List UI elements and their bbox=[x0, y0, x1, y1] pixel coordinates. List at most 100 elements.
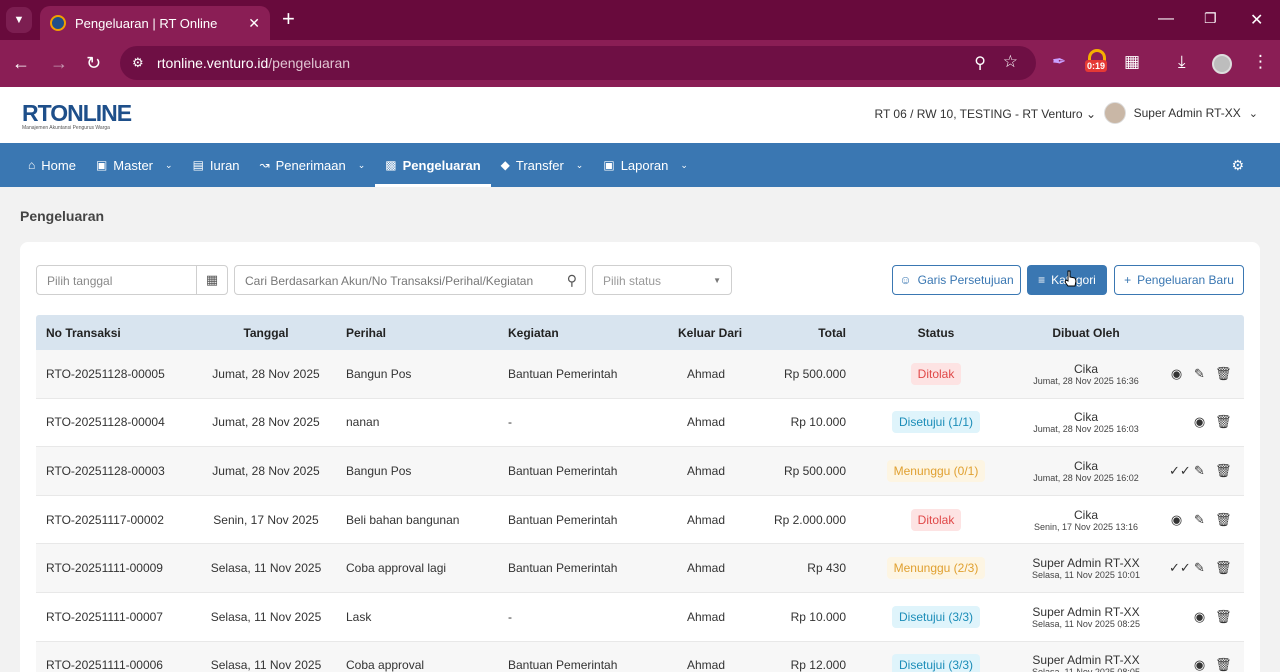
page-title: Pengeluaran bbox=[20, 208, 105, 224]
image-icon: ▩ bbox=[385, 158, 397, 172]
transaction-number: RTO-20251117-00002 bbox=[46, 512, 164, 527]
edit-icon[interactable]: ✎ bbox=[1194, 511, 1205, 527]
row-actions: ◉ 🗑 bbox=[1156, 657, 1244, 672]
edit-icon[interactable]: ✎ bbox=[1194, 560, 1205, 576]
new-tab-button[interactable]: + bbox=[282, 6, 295, 31]
table-row[interactable]: RTO-20251128-00003 Jumat, 28 Nov 2025 Bang… bbox=[36, 447, 1244, 496]
view-eye-icon[interactable]: ◉ bbox=[1193, 414, 1206, 430]
close-window-icon[interactable]: ✕ bbox=[1250, 12, 1264, 29]
browser-menu-icon[interactable]: ⋮ bbox=[1252, 52, 1269, 71]
nav-iuran[interactable]: ▤ Iuran bbox=[183, 143, 250, 187]
back-icon[interactable]: ← bbox=[12, 53, 30, 73]
column-header[interactable]: Status bbox=[917, 325, 955, 340]
edit-icon[interactable]: ✎ bbox=[1194, 462, 1205, 478]
status-badge: Disetujui (3/3) bbox=[891, 605, 981, 628]
transaction-total: Rp 12.000 bbox=[790, 658, 846, 672]
nav-home[interactable]: ⌂ Home bbox=[18, 143, 86, 187]
chevron-down-icon: ⌄ bbox=[575, 159, 584, 170]
browser-tab[interactable]: Pengeluaran | RT Online ✕ bbox=[40, 6, 270, 40]
status-cell: Menunggu (0/1) bbox=[856, 459, 1016, 482]
zoom-icon[interactable]: ⚲ bbox=[974, 55, 986, 72]
approve-checkmark-icon[interactable]: ✓✓ bbox=[1169, 462, 1191, 478]
column-header[interactable]: Keluar Dari bbox=[678, 325, 743, 340]
column-header[interactable]: No Transaksi bbox=[46, 325, 121, 340]
extensions-puzzle-icon[interactable]: ▦ bbox=[1124, 52, 1141, 71]
url-text: rtonline.venturo.id/pengeluaran bbox=[157, 55, 351, 71]
approval-line-button[interactable]: ☺ Garis Persetujuan bbox=[892, 265, 1021, 295]
created-at: Senin, 17 Nov 2025 13:16 bbox=[1033, 521, 1139, 532]
column-header[interactable]: Kegiatan bbox=[508, 325, 559, 340]
recording-extension-icon[interactable]: 0:19 bbox=[1085, 49, 1108, 77]
view-eye-icon[interactable]: ◉ bbox=[1193, 657, 1206, 672]
table-row[interactable]: RTO-20251128-00005 Jumat, 28 Nov 2025 Bang… bbox=[36, 350, 1244, 399]
document-icon: ▣ bbox=[603, 158, 615, 172]
view-eye-icon[interactable]: ◉ bbox=[1193, 608, 1206, 624]
row-actions: ◉ ✎ 🗑 bbox=[1156, 512, 1244, 528]
edit-icon[interactable]: ✎ bbox=[1194, 365, 1205, 381]
approve-checkmark-icon[interactable]: ✓✓ bbox=[1169, 560, 1191, 576]
settings-gear-icon[interactable]: ⚙ bbox=[1231, 157, 1244, 173]
app-logo[interactable]: RTONLINE Manajemen Akuntansi Pengurus Wa… bbox=[22, 100, 132, 131]
address-bar[interactable]: ⚙ rtonline.venturo.id/pengeluaran ⚲ ☆ bbox=[120, 46, 1036, 80]
table-row[interactable]: RTO-20251111-00006 Selasa, 11 Nov 2025 Cob… bbox=[36, 641, 1244, 672]
browser-tab-bar: ▼ Pengeluaran | RT Online ✕ + — ❐ ✕ bbox=[0, 0, 1280, 40]
column-header[interactable]: Total bbox=[818, 325, 846, 340]
nav-penerimaan[interactable]: ↝ Penerimaan ⌄ bbox=[250, 143, 376, 187]
nav-master[interactable]: ▣ Master ⌄ bbox=[86, 143, 183, 187]
status-placeholder: Pilih status bbox=[603, 274, 662, 288]
delete-trash-icon[interactable]: 🗑 bbox=[1215, 365, 1232, 381]
extension-feather-icon[interactable]: ✒ bbox=[1052, 52, 1067, 71]
transaction-date: Jumat, 28 Nov 2025 bbox=[212, 415, 320, 430]
transaction-subject: Coba approval bbox=[346, 658, 425, 672]
table-row[interactable]: RTO-20251117-00002 Senin, 17 Nov 2025 Beli… bbox=[36, 496, 1244, 545]
app-header: RTONLINE Manajemen Akuntansi Pengurus Wa… bbox=[0, 87, 1280, 143]
user-menu[interactable]: Super Admin RT-XX ⌄ bbox=[1103, 102, 1258, 124]
search-input[interactable]: Cari Berdasarkan Akun/No Transaksi/Perih… bbox=[234, 265, 586, 295]
delete-trash-icon[interactable]: 🗑 bbox=[1215, 560, 1232, 576]
transaction-number: RTO-20251128-00003 bbox=[46, 463, 165, 478]
date-filter-input[interactable]: Pilih tanggal ▦ bbox=[36, 265, 228, 295]
delete-trash-icon[interactable]: 🗑 bbox=[1215, 511, 1232, 527]
close-tab-icon[interactable]: ✕ bbox=[248, 14, 260, 31]
status-select[interactable]: Pilih status ▼ bbox=[592, 265, 732, 295]
minimize-icon[interactable]: — bbox=[1158, 10, 1174, 27]
creator-name: Cika bbox=[1073, 458, 1098, 473]
forward-icon[interactable]: → bbox=[50, 53, 68, 73]
column-header[interactable]: Dibuat Oleh bbox=[1052, 325, 1120, 340]
restore-icon[interactable]: ❐ bbox=[1204, 10, 1217, 26]
table-row[interactable]: RTO-20251111-00007 Selasa, 11 Nov 2025 Las… bbox=[36, 593, 1244, 642]
nav-label: Home bbox=[41, 157, 76, 173]
column-header[interactable]: Perihal bbox=[346, 325, 387, 340]
calendar-icon[interactable]: ▦ bbox=[196, 266, 227, 294]
nav-transfer[interactable]: ◆ Transfer ⌄ bbox=[491, 143, 594, 187]
table-row[interactable]: RTO-20251128-00004 Jumat, 28 Nov 2025 nana… bbox=[36, 399, 1244, 448]
tab-search-button[interactable]: ▼ bbox=[6, 7, 32, 33]
table-row[interactable]: RTO-20251111-00009 Selasa, 11 Nov 2025 Cob… bbox=[36, 544, 1244, 593]
transaction-number: RTO-20251111-00006 bbox=[46, 658, 163, 672]
column-header[interactable]: Tanggal bbox=[243, 325, 289, 340]
delete-trash-icon[interactable]: 🗑 bbox=[1215, 462, 1232, 478]
delete-trash-icon[interactable]: 🗑 bbox=[1215, 414, 1232, 430]
home-icon: ⌂ bbox=[28, 158, 36, 172]
view-eye-icon[interactable]: ◉ bbox=[1170, 365, 1183, 381]
status-badge: Disetujui (3/3) bbox=[891, 654, 981, 672]
reload-icon[interactable]: ↻ bbox=[86, 53, 102, 73]
downloads-icon[interactable]: ⤓ bbox=[1178, 52, 1186, 71]
org-context-selector[interactable]: RT 06 / RW 10, TESTING - RT Venturo ⌄ bbox=[874, 107, 1097, 121]
nav-label: Pengeluaran bbox=[402, 157, 481, 173]
site-info-icon[interactable]: ⚙ bbox=[132, 55, 144, 70]
delete-trash-icon[interactable]: 🗑 bbox=[1215, 608, 1232, 624]
search-icon[interactable]: ⚲ bbox=[566, 272, 577, 288]
new-expense-button[interactable]: + Pengeluaran Baru bbox=[1114, 265, 1244, 295]
browser-profile-avatar[interactable] bbox=[1212, 54, 1232, 74]
nav-pengeluaran[interactable]: ▩ Pengeluaran bbox=[375, 143, 492, 187]
created-by-cell: Super Admin RT-XX Selasa, 11 Nov 2025 10:… bbox=[1016, 556, 1156, 580]
nav-laporan[interactable]: ▣ Laporan ⌄ bbox=[593, 143, 698, 187]
expense-card: Pilih tanggal ▦ Cari Berdasarkan Akun/No… bbox=[20, 242, 1260, 672]
creator-name: Cika bbox=[1073, 410, 1098, 425]
bookmark-star-icon[interactable]: ☆ bbox=[1002, 52, 1018, 71]
view-eye-icon[interactable]: ◉ bbox=[1170, 511, 1183, 527]
delete-trash-icon[interactable]: 🗑 bbox=[1215, 657, 1232, 672]
file-icon: ▣ bbox=[95, 158, 108, 172]
